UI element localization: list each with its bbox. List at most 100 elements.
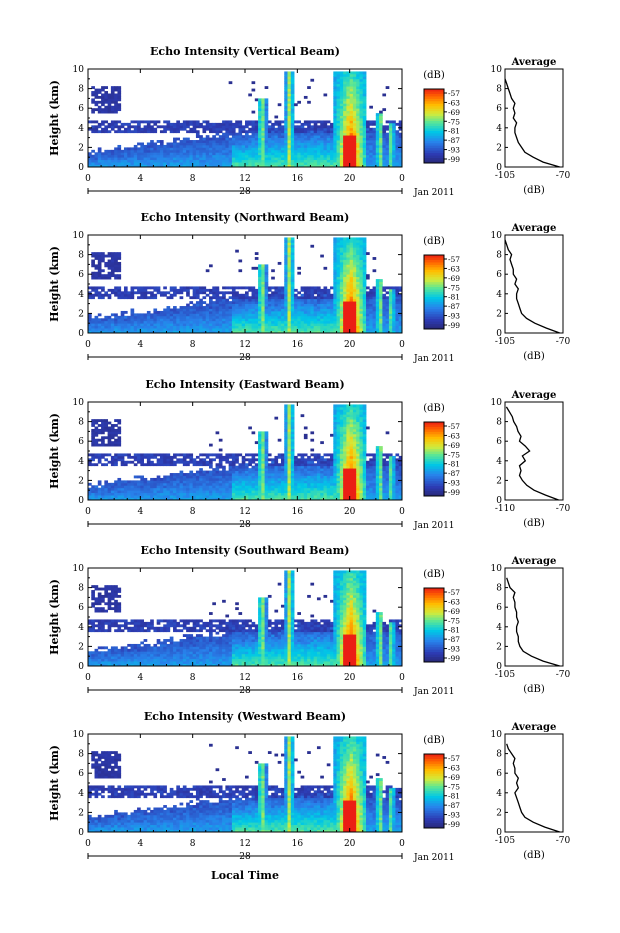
heatmap-cell xyxy=(212,478,216,481)
heatmap-cell xyxy=(333,279,337,282)
heatmap-cell xyxy=(222,299,226,302)
heatmap-cell xyxy=(363,101,367,104)
heatmap-cell xyxy=(389,160,393,163)
heatmap-cell xyxy=(346,118,350,121)
heatmap-cell xyxy=(157,155,161,158)
heatmap-cell xyxy=(291,255,295,258)
heatmap-cell xyxy=(356,145,360,148)
heatmap-cell xyxy=(248,471,252,474)
heatmap-cell xyxy=(131,120,135,123)
heatmap-cell xyxy=(317,313,321,316)
heatmap-cell xyxy=(333,162,337,165)
heatmap-cell xyxy=(176,155,180,158)
heatmap-cell xyxy=(114,111,118,114)
heatmap-cell xyxy=(343,257,347,260)
heatmap-cell xyxy=(147,120,151,123)
heatmap-cell xyxy=(199,463,203,466)
heatmap-cell xyxy=(350,152,354,155)
heatmap-cell xyxy=(320,143,324,146)
heatmap-cell xyxy=(216,485,220,488)
heatmap-cell xyxy=(337,279,341,282)
heatmap-cell xyxy=(196,296,200,299)
heatmap-cell xyxy=(265,103,269,106)
day-label: 28 xyxy=(239,353,251,363)
heatmap-cell xyxy=(180,289,184,292)
heatmap-cell xyxy=(95,326,99,329)
heatmap-cell xyxy=(229,495,233,498)
heatmap-cell xyxy=(297,321,301,324)
heatmap-cell xyxy=(366,277,370,280)
heatmap-cell xyxy=(350,299,354,302)
heatmap-cell xyxy=(216,466,220,469)
heatmap-cell xyxy=(369,316,373,319)
heatmap-cell xyxy=(248,94,252,97)
heatmap-cell xyxy=(206,269,210,272)
heatmap-cell xyxy=(199,313,203,316)
panel-1: Echo Intensity (Northward Beam)0246810He… xyxy=(48,211,571,364)
heatmap-cell xyxy=(108,289,112,292)
heatmap-cell xyxy=(261,111,265,114)
heatmap-cell xyxy=(284,286,288,289)
heatmap-cell xyxy=(373,269,377,272)
heatmap-cell xyxy=(144,493,148,496)
heatmap-cell xyxy=(274,299,278,302)
heatmap-cell xyxy=(222,133,226,136)
heatmap-cell xyxy=(176,128,180,131)
heatmap-cell xyxy=(294,133,298,136)
heatmap-cell xyxy=(320,145,324,148)
heatmap-cell xyxy=(209,155,213,158)
heatmap-cell xyxy=(98,444,102,447)
heatmap-cell xyxy=(216,483,220,486)
heatmap-cell xyxy=(104,155,108,158)
heatmap-cell xyxy=(95,272,99,275)
heatmap-cell xyxy=(114,424,118,427)
heatmap-cell xyxy=(350,108,354,111)
heatmap-cell xyxy=(343,252,347,255)
heatmap-cell xyxy=(389,309,393,312)
heatmap-cell xyxy=(167,147,171,150)
heatmap-cell xyxy=(353,326,357,329)
heatmap-cell xyxy=(307,316,311,319)
heatmap-cell xyxy=(284,301,288,304)
heatmap-cell xyxy=(95,125,99,128)
heatmap-cell xyxy=(101,157,105,160)
heatmap-cell xyxy=(160,291,164,294)
heatmap-cell xyxy=(225,152,229,155)
heatmap-cell xyxy=(389,311,393,314)
heatmap-cell xyxy=(255,321,259,324)
heatmap-cell xyxy=(245,123,249,126)
heatmap-cell xyxy=(291,252,295,255)
profile-title: Average xyxy=(511,223,557,234)
heatmap-cell xyxy=(350,98,354,101)
heatmap-cell xyxy=(252,431,256,434)
heatmap-cell xyxy=(346,84,350,87)
heatmap-cell xyxy=(95,294,99,297)
heatmap-cell xyxy=(291,313,295,316)
heatmap-cell xyxy=(288,135,292,138)
heatmap-cell xyxy=(359,328,363,331)
heatmap-cell xyxy=(258,289,262,292)
heatmap-cell xyxy=(117,326,121,329)
heatmap-cell xyxy=(163,152,167,155)
heatmap-cell xyxy=(284,145,288,148)
heatmap-cell xyxy=(108,436,112,439)
heatmap-cell xyxy=(284,255,288,258)
heatmap-cell xyxy=(356,252,360,255)
heatmap-cell xyxy=(157,328,161,331)
heatmap-cell xyxy=(153,316,157,319)
heatmap-cell xyxy=(340,81,344,84)
heatmap-cell xyxy=(324,313,328,316)
heatmap-cell xyxy=(199,155,203,158)
heatmap-cell xyxy=(242,152,246,155)
heatmap-cell xyxy=(340,284,344,287)
heatmap-cell xyxy=(252,81,256,84)
heatmap-cell xyxy=(225,476,229,479)
heatmap-cell xyxy=(248,480,252,483)
heatmap-cell xyxy=(186,483,190,486)
heatmap-cell xyxy=(353,138,357,141)
heatmap-cell xyxy=(127,155,131,158)
heatmap-cell xyxy=(134,321,138,324)
heatmap-cell xyxy=(278,311,282,314)
heatmap-cell xyxy=(121,160,125,163)
heatmap-cell xyxy=(356,264,360,267)
